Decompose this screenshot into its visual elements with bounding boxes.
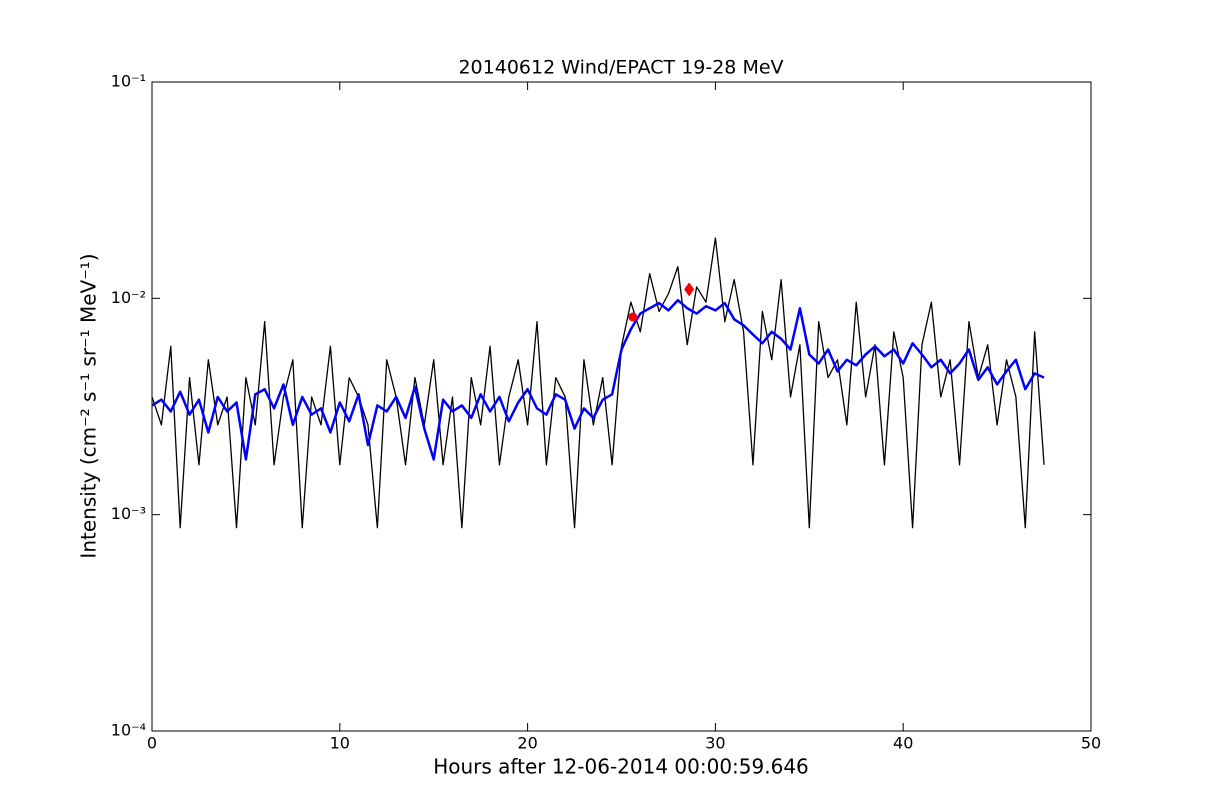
x-tick-label: 30: [705, 734, 725, 753]
y-tick-label: 10⁻¹: [111, 72, 146, 91]
plot-frame: [151, 81, 1092, 732]
x-tick-label: 40: [893, 734, 913, 753]
x-tick-label: 20: [517, 734, 537, 753]
data-line: [151, 298, 1045, 461]
chart-title: 20140612 Wind/EPACT 19-28 MeV: [458, 57, 783, 79]
y-axis-label: Intensity (cm⁻² s⁻¹ sr⁻¹ MeV⁻¹): [77, 253, 101, 558]
data-line: [151, 237, 1045, 529]
marker-point: [684, 282, 695, 297]
x-tick-label: 50: [1081, 734, 1101, 753]
y-tick-label: 10⁻³: [111, 504, 146, 523]
x-tick-label: 0: [147, 734, 157, 753]
marker-point: [628, 312, 638, 322]
x-axis-label: Hours after 12-06-2014 00:00:59.646: [433, 755, 809, 779]
y-tick-label: 10⁻⁴: [111, 721, 146, 740]
y-tick-label: 10⁻²: [111, 288, 146, 307]
x-tick-label: 10: [330, 734, 350, 753]
